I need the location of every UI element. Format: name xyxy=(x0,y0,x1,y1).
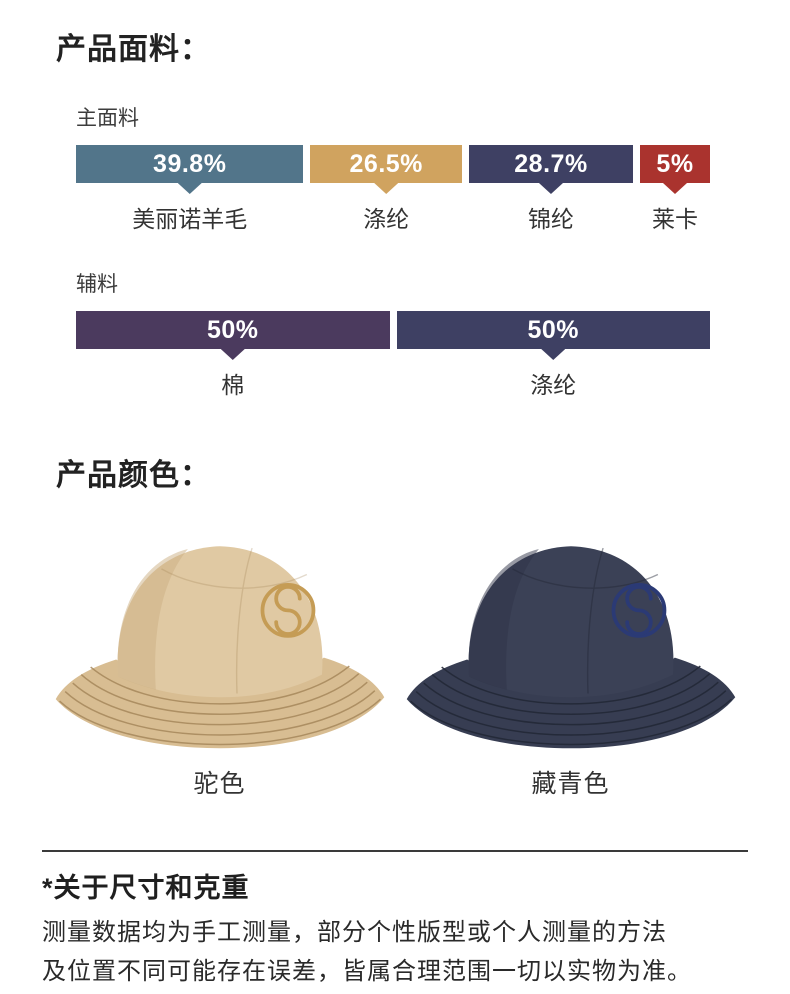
main-fabric-label: 主面料 xyxy=(76,107,139,130)
hat-crown-shade xyxy=(468,549,539,690)
colors-section: 产品颜色： xyxy=(0,400,790,800)
fabric-bar: 5% xyxy=(640,145,710,183)
aux-fabric-bar-row: 50% 棉 50% 涤纶 xyxy=(76,311,710,400)
fabric-bar-material: 美丽诺羊毛 xyxy=(132,206,248,232)
hat-crown-seams xyxy=(160,547,307,694)
size-weight-note-section: *关于尺寸和克重 测量数据均为手工测量，部分个性版型或个人测量的方法 及位置不同… xyxy=(42,850,748,994)
hat-brim-stitches xyxy=(58,665,381,746)
fabric-bar-item: 26.5% 涤纶 xyxy=(310,145,462,234)
fabric-bar: 26.5% xyxy=(310,145,462,183)
colorway-label: 驼色 xyxy=(193,770,246,798)
fabric-bar: 50% xyxy=(396,311,710,349)
fabric-bar: 39.8% xyxy=(76,145,304,183)
fabric-bar-material: 涤纶 xyxy=(363,206,410,232)
note-line: 及位置不同可能存在误差，皆属合理范围一切以实物为准。 xyxy=(42,958,692,985)
fabric-bar-item: 50% 涤纶 xyxy=(396,311,710,400)
brand-logo-icon xyxy=(260,583,315,638)
fabric-bar-item: 39.8% 美丽诺羊毛 xyxy=(76,145,304,234)
fabric-bar-material: 涤纶 xyxy=(530,372,577,398)
fabric-bar: 28.7% xyxy=(468,145,633,183)
colorway-camel: 驼色 xyxy=(44,516,395,800)
aux-fabric-group: 辅料 50% 棉 50% 涤纶 xyxy=(76,268,710,400)
colorway-label: 藏青色 xyxy=(531,770,610,798)
fabric-bar-material: 莱卡 xyxy=(652,206,698,232)
fabric-section: 产品面料： 主面料 39.8% 美丽诺羊毛 26.5% 涤纶 28.7% 锦纶 … xyxy=(0,0,790,400)
aux-fabric-label: 辅料 xyxy=(76,273,118,296)
note-body: 测量数据均为手工测量，部分个性版型或个人测量的方法 及位置不同可能存在误差，皆属… xyxy=(42,913,748,994)
hat-crown xyxy=(468,546,673,698)
fabric-bar-material: 锦纶 xyxy=(527,206,574,232)
fabric-bar-item: 5% 莱卡 xyxy=(640,145,710,234)
hat-crown-shade xyxy=(117,549,188,690)
main-fabric-group: 主面料 39.8% 美丽诺羊毛 26.5% 涤纶 28.7% 锦纶 5% 莱卡 xyxy=(76,102,710,234)
main-fabric-bar-row: 39.8% 美丽诺羊毛 26.5% 涤纶 28.7% 锦纶 5% 莱卡 xyxy=(76,145,710,234)
colors-section-title: 产品颜色： xyxy=(56,459,211,492)
colorways-row: 驼色 xyxy=(44,516,746,800)
note-title: *关于尺寸和克重 xyxy=(42,873,250,903)
fabric-section-title: 产品面料： xyxy=(56,33,211,66)
colorway-navy: 藏青色 xyxy=(395,516,746,800)
fabric-bar-item: 28.7% 锦纶 xyxy=(468,145,633,234)
fabric-bar-item: 50% 棉 xyxy=(76,311,390,400)
fabric-bar-material: 棉 xyxy=(221,372,245,398)
bucket-hat-image-camel xyxy=(55,546,384,749)
hat-brim-stitches xyxy=(409,665,732,746)
hat-crown xyxy=(117,546,322,698)
hat-crown-seams xyxy=(511,547,658,694)
fabric-bar: 50% xyxy=(76,311,390,349)
note-line: 测量数据均为手工测量，部分个性版型或个人测量的方法 xyxy=(42,919,667,946)
bucket-hat-image-navy xyxy=(406,546,735,749)
brand-logo-icon xyxy=(611,583,666,638)
